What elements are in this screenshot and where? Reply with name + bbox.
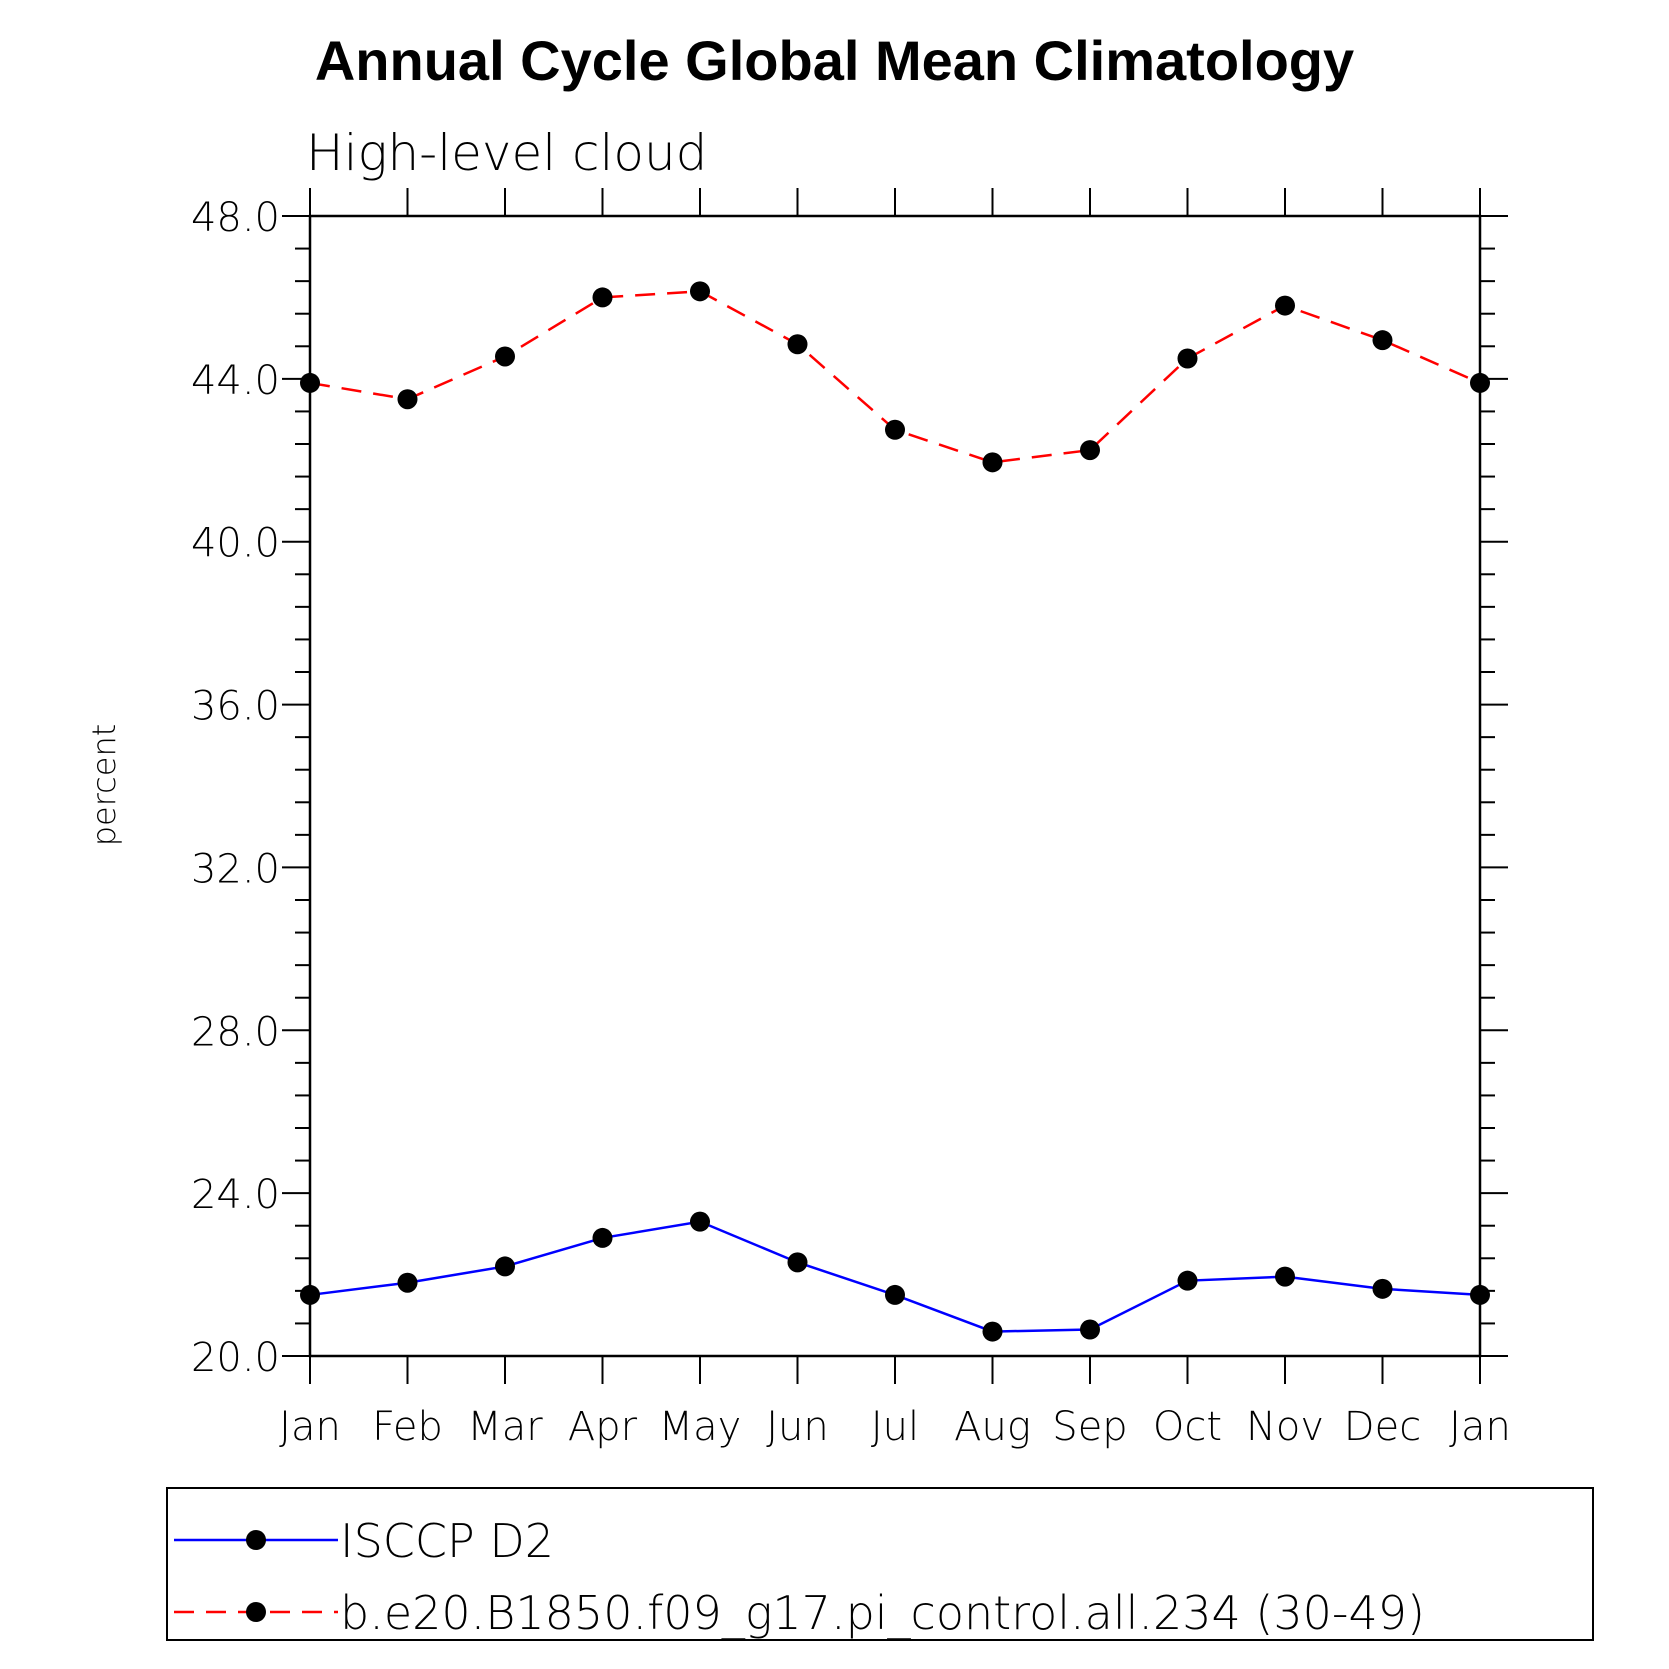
data-point: [787, 1252, 808, 1273]
x-tick-label: May: [659, 1404, 742, 1450]
y-tick-label: 44.0: [191, 358, 280, 404]
data-point: [787, 334, 808, 355]
data-point: [1275, 1266, 1295, 1287]
x-tick-label: Aug: [954, 1404, 1031, 1450]
x-tick-label: Apr: [568, 1404, 638, 1450]
y-tick-label: 20.0: [191, 1335, 280, 1381]
data-point: [495, 1256, 515, 1277]
data-point: [300, 372, 320, 393]
data-point: [1372, 1278, 1393, 1299]
y-axis-label: percent: [85, 724, 123, 847]
chart-title: Annual Cycle Global Mean Climatology: [315, 29, 1354, 92]
x-tick-label: Dec: [1344, 1404, 1421, 1450]
data-point: [885, 1284, 905, 1305]
legend-item-1: ISCCP D2: [174, 1514, 554, 1568]
data-point: [690, 281, 710, 302]
data-point: [1372, 330, 1393, 351]
legend-marker: [246, 1530, 266, 1550]
legend-label: b.e20.B1850.f09_g17.pi_control.all.234 (…: [340, 1586, 1425, 1640]
x-tick-label: Jul: [871, 1404, 919, 1450]
chart-subtitle: High-level cloud: [306, 124, 707, 182]
plot-frame: [308, 214, 1482, 1358]
data-point: [592, 287, 613, 308]
data-point: [982, 452, 1003, 473]
series-layer: [300, 281, 1490, 1342]
legend-box: [166, 1487, 1594, 1641]
y-tick-label: 24.0: [191, 1172, 280, 1218]
x-tick-label: Feb: [372, 1404, 443, 1450]
data-point: [592, 1227, 613, 1248]
data-point: [300, 1284, 320, 1305]
data-point: [495, 346, 515, 367]
data-point: [982, 1321, 1003, 1342]
x-tick-label: Sep: [1052, 1404, 1127, 1450]
data-point: [1080, 440, 1100, 461]
y-tick-label: 36.0: [191, 684, 280, 730]
data-point: [1177, 348, 1198, 369]
data-point: [1470, 372, 1490, 393]
data-point: [397, 1272, 418, 1293]
y-axis: 20.0 24.0 28.0 32.0 36.0 40.0 44.0 48.0: [191, 195, 1508, 1381]
legend-item-2: b.e20.B1850.f09_g17.pi_control.all.234 (…: [174, 1586, 1425, 1640]
x-tick-label: Mar: [467, 1404, 543, 1450]
y-tick-label: 32.0: [191, 846, 280, 892]
series-2: [300, 281, 1490, 473]
data-point: [690, 1211, 710, 1232]
x-tick-label: Jun: [766, 1404, 829, 1450]
legend-marker: [246, 1602, 266, 1622]
plot-border: [308, 214, 1482, 1358]
data-point: [1080, 1319, 1100, 1340]
legend-label: ISCCP D2: [340, 1514, 554, 1568]
x-axis: Jan Feb Mar Apr May Jun Jul Aug Sep Oct Nov Dec Jan: [279, 188, 1511, 1450]
data-point: [885, 419, 905, 440]
data-point: [397, 389, 418, 410]
x-tick-label: Jan: [279, 1404, 341, 1450]
x-tick-label: Oct: [1153, 1404, 1222, 1450]
y-tick-label: 48.0: [191, 195, 280, 241]
data-point: [1470, 1284, 1490, 1305]
y-tick-label: 28.0: [191, 1009, 280, 1055]
y-tick-label: 40.0: [191, 521, 280, 567]
series-1: [300, 1211, 1490, 1342]
x-tick-label: Nov: [1246, 1404, 1324, 1450]
series-line: [309, 1220, 1481, 1333]
x-tick-label: Jan: [1449, 1404, 1511, 1450]
data-point: [1275, 295, 1295, 316]
data-point: [1177, 1270, 1198, 1291]
legend: ISCCP D2 b.e20.B1850.f09_g17.pi_control.a…: [166, 1487, 1594, 1641]
